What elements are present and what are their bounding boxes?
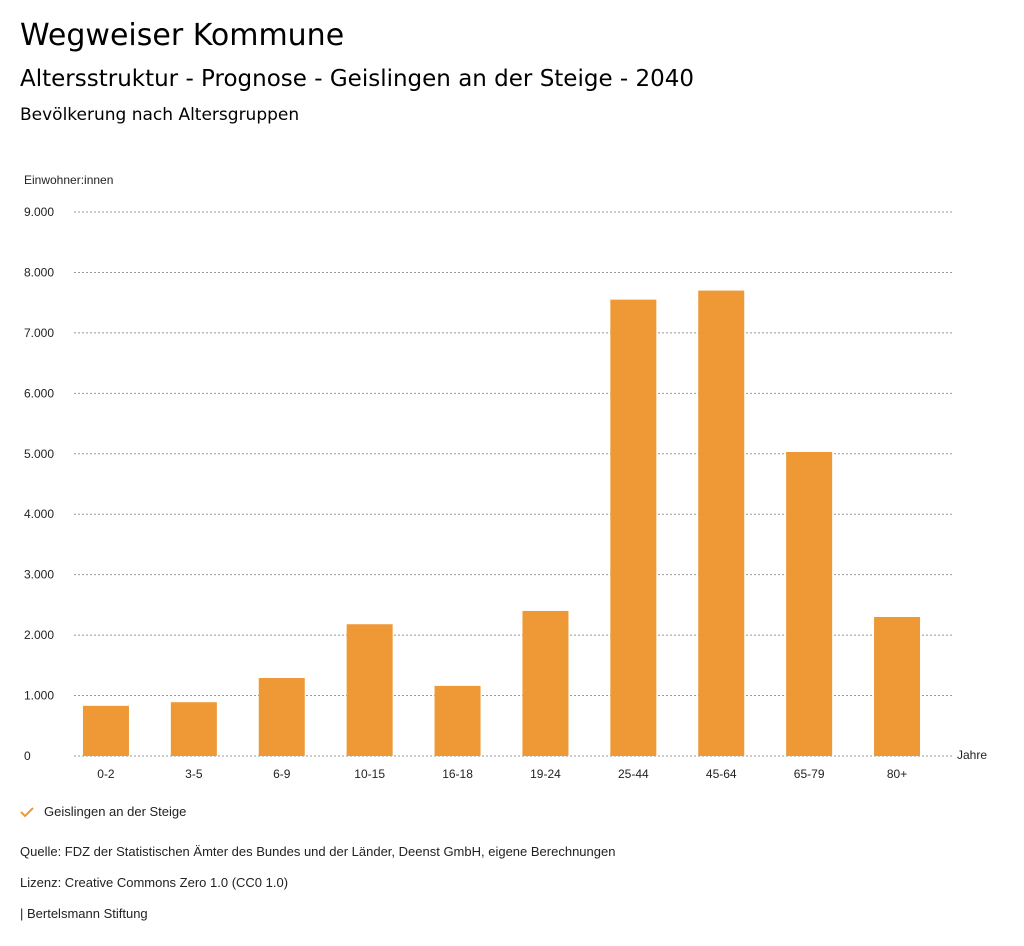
bar-3-5[interactable] bbox=[170, 702, 217, 756]
bar-65-79[interactable] bbox=[786, 451, 833, 756]
legend-label: Geislingen an der Steige bbox=[44, 804, 187, 819]
y-tick-label: 2.000 bbox=[24, 628, 54, 642]
x-tick-label: 10-15 bbox=[354, 767, 385, 781]
bar-10-15[interactable] bbox=[346, 624, 393, 756]
y-tick-label: 9.000 bbox=[24, 205, 54, 219]
license-note: Lizenz: Creative Commons Zero 1.0 (CC0 1… bbox=[20, 875, 289, 890]
bar-19-24[interactable] bbox=[522, 610, 569, 756]
x-tick-label: 3-5 bbox=[185, 767, 203, 781]
x-axis-label: Jahre bbox=[957, 748, 987, 762]
bar-chart: Einwohner:innen Jahre 0 1.000 2.000 3.000 4.… bbox=[24, 173, 987, 781]
x-tick-label: 0-2 bbox=[97, 767, 115, 781]
x-tick-label: 80+ bbox=[887, 767, 907, 781]
y-tick-label: 3.000 bbox=[24, 568, 54, 582]
x-tick-label: 65-79 bbox=[794, 767, 825, 781]
y-tick-label: 7.000 bbox=[24, 326, 54, 340]
bar-25-44[interactable] bbox=[610, 299, 657, 756]
bar-0-2[interactable] bbox=[82, 705, 129, 756]
x-tick-label: 25-44 bbox=[618, 767, 649, 781]
source-note: Quelle: FDZ der Statistischen Ämter des … bbox=[20, 844, 616, 859]
y-tick-label: 1.000 bbox=[24, 689, 54, 703]
y-axis-label: Einwohner:innen bbox=[24, 173, 113, 187]
x-tick-label: 45-64 bbox=[706, 767, 737, 781]
bar-16-18[interactable] bbox=[434, 685, 481, 756]
page-subtitle: Altersstruktur - Prognose - Geislingen a… bbox=[20, 66, 695, 92]
credit-note: | Bertelsmann Stiftung bbox=[20, 906, 148, 921]
y-tick-label: 8.000 bbox=[24, 265, 54, 279]
check-icon bbox=[20, 806, 34, 817]
x-tick-label: 19-24 bbox=[530, 767, 561, 781]
app-title: Wegweiser Kommune bbox=[20, 18, 345, 53]
y-tick-label: 0 bbox=[24, 749, 31, 763]
bar-6-9[interactable] bbox=[258, 678, 305, 756]
x-tick-label: 16-18 bbox=[442, 767, 473, 781]
x-tick-label: 6-9 bbox=[273, 767, 291, 781]
chart-heading: Bevölkerung nach Altersgruppen bbox=[20, 105, 300, 125]
y-tick-label: 6.000 bbox=[24, 386, 54, 400]
bar-45-64[interactable] bbox=[698, 290, 745, 756]
legend-item[interactable]: Geislingen an der Steige bbox=[20, 804, 186, 819]
bar-80+[interactable] bbox=[874, 616, 921, 756]
y-tick-label: 4.000 bbox=[24, 507, 54, 521]
y-tick-label: 5.000 bbox=[24, 447, 54, 461]
